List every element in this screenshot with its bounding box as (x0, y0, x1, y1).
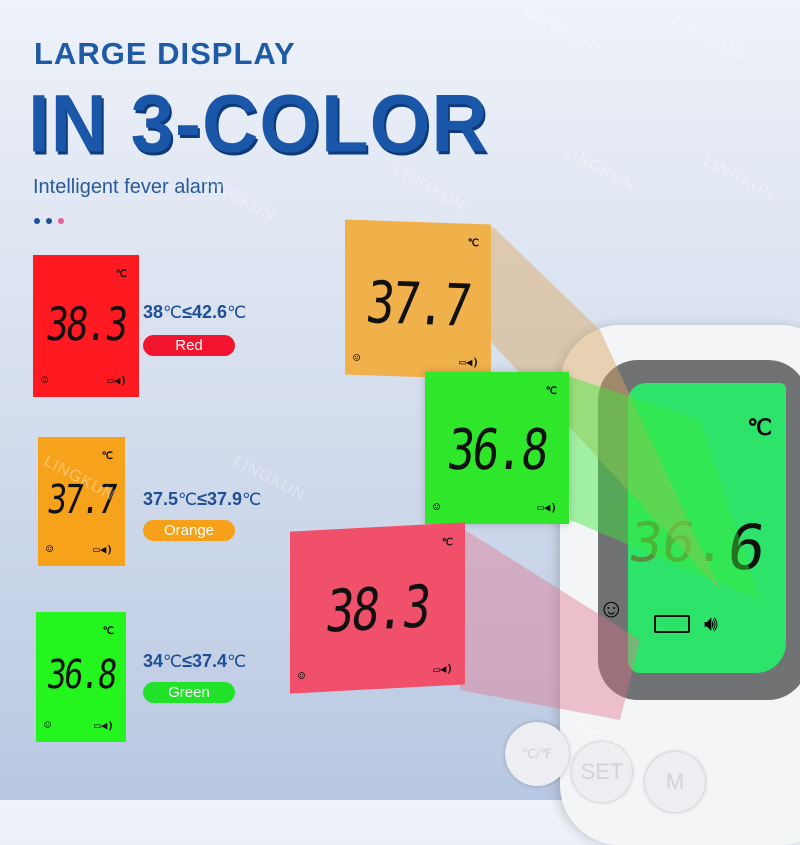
floating-display-red: ℃ 38.3 ☺ ▭◀) (290, 522, 465, 694)
range-orange: 37.5℃≤37.9℃ (143, 489, 262, 509)
subtitle: Intelligent fever alarm (33, 176, 225, 198)
set-button[interactable]: SET (572, 742, 632, 802)
battery-icon: ▭◀) (459, 355, 479, 370)
label-orange: Orange (143, 520, 235, 541)
battery-icon: ▭◀) (94, 719, 114, 732)
smiley-icon: ☺ (44, 718, 52, 732)
sample-display-orange: ℃ 37.7 ☺ ▭◀) (38, 437, 125, 566)
speaker-icon: 🔊︎ (704, 611, 718, 636)
headline-large: IN 3-COLOR (28, 76, 489, 170)
headline-small: LARGE DISPLAY (34, 36, 296, 71)
smiley-icon: ☺ (598, 593, 625, 623)
battery-icon (654, 615, 690, 633)
device-screen: ℃ 36. 6 ☺ 🔊︎ (598, 383, 786, 673)
beam-red (460, 528, 640, 720)
floating-display-green: ℃ 36.8 ☺ ▭◀) (425, 372, 569, 524)
unit-label: ℃ (747, 415, 772, 440)
smiley-icon: ☺ (41, 373, 49, 387)
dot-indicator (34, 218, 40, 224)
projection-beams (460, 226, 760, 720)
battery-icon: ▭◀) (93, 543, 113, 556)
label-red: Red (143, 335, 235, 356)
smiley-icon: ☺ (433, 500, 441, 514)
dot-indicator (58, 218, 64, 224)
floating-display-orange: ℃ 37.7 ☺ ▭◀) (345, 219, 491, 380)
battery-icon: ▭◀) (107, 374, 127, 387)
beam-green (565, 375, 760, 600)
range-green: 34℃≤37.4℃ (143, 651, 247, 671)
label-green: Green (143, 682, 235, 703)
smiley-icon: ☺ (298, 668, 306, 684)
battery-icon: ▭◀) (537, 501, 557, 514)
battery-icon: ▭◀) (433, 662, 453, 677)
smiley-icon: ☺ (353, 350, 361, 365)
smiley-icon: ☺ (46, 542, 54, 556)
unit-toggle-button[interactable]: ℃/℉ (505, 722, 569, 786)
sample-display-green: ℃ 36.8 ☺ ▭◀) (36, 612, 126, 742)
range-red: 38℃≤42.6℃ (143, 302, 247, 322)
beam-orange (480, 226, 720, 590)
dot-indicator (46, 218, 52, 224)
sample-display-red: ℃ 38.3 ☺ ▭◀) (33, 255, 139, 397)
